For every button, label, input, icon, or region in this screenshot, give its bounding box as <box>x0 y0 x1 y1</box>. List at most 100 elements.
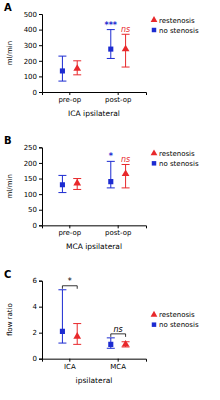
error-bar-cap <box>122 346 130 347</box>
series <box>73 34 129 75</box>
x-axis-line <box>43 359 147 362</box>
y-tick-mark <box>39 76 42 77</box>
error-bar-cap <box>58 175 66 176</box>
error-bar-cap <box>122 187 130 188</box>
y-tick-mark <box>39 30 42 31</box>
x-tick: post-op <box>105 225 132 237</box>
y-tick-label: 50 <box>28 206 37 214</box>
series <box>58 290 114 349</box>
legend-symbol <box>151 16 158 22</box>
legend: restenosis no stenosis <box>151 311 199 329</box>
error-bar <box>107 338 115 348</box>
x-tick-label: ICA <box>64 363 76 371</box>
y-tick-mark <box>39 45 42 46</box>
y-tick-mark <box>39 307 42 308</box>
error-bar-cap <box>107 58 115 59</box>
y-tick-label: 250 <box>24 144 37 152</box>
y-tick-label: 2 <box>33 329 37 337</box>
legend-symbol <box>152 161 156 165</box>
y-tick-label: 100 <box>24 191 37 199</box>
legend-label: no stenosis <box>159 321 199 329</box>
x-axis: pre-oppost-op <box>43 225 147 237</box>
y-tick-label: 300 <box>24 42 37 50</box>
x-tick-mark <box>118 359 119 362</box>
y-tick-label: 4 <box>33 303 38 311</box>
y-tick: 0 <box>33 355 42 363</box>
annotation: ns <box>121 155 130 164</box>
error-bar <box>58 56 66 81</box>
legend: restenosisno stenosis <box>151 149 199 167</box>
error-bar-cap <box>73 74 81 75</box>
series <box>58 161 114 192</box>
series <box>73 324 129 347</box>
x-tick-label: MCA <box>110 363 126 371</box>
y-tick-label: 100 <box>24 73 37 81</box>
y-tick-label: 0 <box>33 89 37 97</box>
panel: B050100150200250pre-oppost-opml/minMCA i… <box>4 135 199 251</box>
legend-label: no stenosis <box>159 27 199 35</box>
error-bar <box>107 161 115 188</box>
legend-symbol <box>152 28 156 32</box>
y-tick: 6 <box>33 277 42 285</box>
y-axis-line <box>39 281 43 359</box>
legend-symbol <box>151 311 158 317</box>
marker <box>60 182 65 187</box>
y-tick-label: 200 <box>24 58 37 66</box>
marks <box>58 161 129 192</box>
legend-symbol <box>152 322 156 326</box>
legend-label: restenosis <box>159 311 195 319</box>
error-bar <box>122 34 130 67</box>
x-tick-mark <box>118 92 119 95</box>
x-tick-label: post-op <box>105 96 132 104</box>
y-axis-title: flow ratio <box>6 303 14 336</box>
y-tick-label: 0 <box>33 355 37 363</box>
legend-symbol <box>151 149 158 155</box>
y-tick-mark <box>39 163 42 164</box>
error-bar <box>107 30 115 59</box>
y-tick-mark <box>39 147 42 148</box>
x-axis-title: MCA ipsilateral <box>66 242 122 251</box>
y-axis-line <box>39 148 43 226</box>
y-tick: 0 <box>33 222 42 230</box>
x-tick-label: post-op <box>105 229 132 237</box>
error-bar-cap <box>58 81 66 82</box>
error-bar-cap <box>122 67 130 68</box>
marker <box>122 340 130 347</box>
y-tick: 2 <box>33 329 42 337</box>
x-tick-mark <box>118 225 119 228</box>
error-bar-cap <box>58 56 66 57</box>
y-tick-mark <box>39 61 42 62</box>
error-bar-stem <box>62 290 63 343</box>
error-bar-cap <box>58 289 66 290</box>
x-axis: ICA MCA <box>43 359 147 371</box>
y-axis: 050100150200250 <box>24 144 43 230</box>
marker <box>73 64 81 71</box>
y-tick-mark <box>39 92 42 93</box>
error-bar-cap <box>73 60 81 61</box>
y-tick-label: 400 <box>24 26 37 34</box>
x-tick-mark <box>69 225 70 228</box>
annotation: ns <box>114 325 123 334</box>
x-tick-mark <box>69 359 70 362</box>
x-axis-title: ICA ipsilateral <box>68 109 120 118</box>
y-tick: 50 <box>28 206 42 214</box>
annotation: * <box>109 152 114 161</box>
x-axis-line <box>43 93 147 96</box>
y-tick: 300 <box>24 42 42 50</box>
panel-label: B <box>4 135 12 146</box>
panel-label: C <box>4 269 11 280</box>
marker <box>73 179 81 186</box>
marker <box>122 45 130 52</box>
marker <box>108 342 113 347</box>
legend-label: no stenosis <box>159 160 199 168</box>
x-axis-line <box>43 226 147 229</box>
y-tick: 150 <box>24 175 42 183</box>
error-bar <box>73 179 81 190</box>
x-tick: ICA <box>64 359 76 371</box>
y-tick-mark <box>39 14 42 15</box>
error-bar-cap <box>107 348 115 349</box>
error-bar <box>58 290 66 343</box>
y-tick: 250 <box>24 144 42 152</box>
error-bar-cap <box>58 343 66 344</box>
y-tick: 100 <box>24 73 42 81</box>
